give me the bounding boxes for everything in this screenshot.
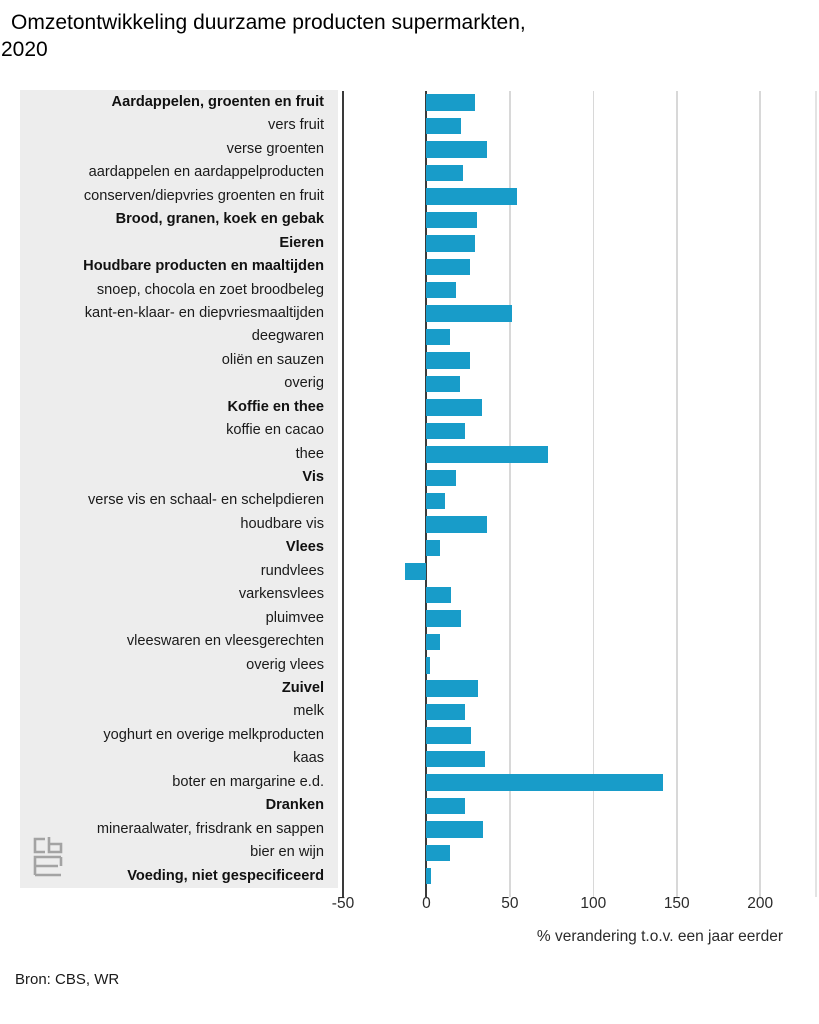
row-label: rundvlees <box>260 562 324 579</box>
row-label: vleeswaren en vleesgerechten <box>126 633 324 650</box>
x-tick-label: 150 <box>663 895 690 912</box>
bar <box>426 750 485 768</box>
row-label: Zuivel <box>281 680 324 696</box>
bar <box>426 586 452 604</box>
row-label: pluimvee <box>265 609 324 626</box>
row-label: yoghurt en overige melkproducten <box>103 726 324 743</box>
bar <box>426 469 457 486</box>
row-label: vers fruit <box>268 117 324 134</box>
row-label: melk <box>293 703 324 720</box>
bar <box>426 680 479 697</box>
x-axis-title: % verandering t.o.v. een jaar eerder <box>536 928 783 945</box>
row-label: houdbare vis <box>240 515 324 532</box>
row-label: aardappelen en aardappelproducten <box>88 164 324 181</box>
chart-title-line2: 2020 <box>1 38 48 61</box>
row-label: Aardappelen, groenten en fruit <box>111 94 324 110</box>
bar <box>426 164 464 182</box>
bar <box>426 422 465 440</box>
x-tick-label: 100 <box>580 895 607 912</box>
bar <box>426 797 465 815</box>
bar <box>426 328 450 346</box>
x-tick-label: -50 <box>331 895 355 912</box>
bar <box>426 516 487 533</box>
bar <box>426 258 470 276</box>
row-label: bier en wijn <box>250 844 324 861</box>
x-tick-label: 0 <box>422 895 431 912</box>
gridline <box>592 91 595 897</box>
row-label: Koffie en thee <box>227 398 325 415</box>
row-label: Houdbare producten en maaltijden <box>83 258 324 275</box>
x-tick-label: 50 <box>501 895 519 912</box>
row-label: mineraalwater, frisdrank en sappen <box>96 820 324 837</box>
row-label: overig <box>284 375 324 392</box>
bar <box>426 774 664 791</box>
row-label: boter en margarine e.d. <box>172 773 324 790</box>
bar <box>426 305 512 322</box>
bar <box>426 117 462 135</box>
row-label: Eieren <box>279 234 324 251</box>
bar <box>426 657 430 674</box>
chart-title: Omzetontwikkeling duurzame producten sup… <box>1 9 526 63</box>
bar <box>426 821 484 838</box>
row-label: Dranken <box>265 797 324 814</box>
gridline <box>759 91 761 897</box>
row-label: verse groenten <box>226 140 324 157</box>
row-label: conserven/diepvries groenten en fruit <box>83 187 324 204</box>
bar <box>426 399 482 416</box>
bar <box>426 727 472 744</box>
bar <box>426 352 470 369</box>
bar <box>426 235 475 252</box>
bar <box>426 375 460 393</box>
row-label: kant-en-klaar- en diepvriesmaaltijden <box>84 304 324 321</box>
bar <box>426 844 450 862</box>
gridline <box>676 91 678 897</box>
bar <box>426 539 440 557</box>
row-label: Voeding, niet gespecificeerd <box>127 867 324 884</box>
category-panel <box>20 90 338 888</box>
bar <box>426 633 440 651</box>
bar <box>426 610 462 627</box>
row-label: Vis <box>302 469 324 486</box>
axis-frame-line <box>342 91 344 897</box>
row-label: oliën en sauzen <box>221 351 324 368</box>
chart-title-line1: Omzetontwikkeling duurzame producten sup… <box>11 11 526 34</box>
bar <box>404 563 427 580</box>
plot-right-edge <box>815 91 817 897</box>
bar <box>426 867 432 885</box>
cbs-logo-icon <box>33 837 63 877</box>
row-label: verse vis en schaal- en schelpdieren <box>87 492 324 509</box>
source-note: Bron: CBS, WR <box>15 971 120 988</box>
row-label: deegwaren <box>251 328 324 345</box>
row-label: snoep, chocola en zoet broodbeleg <box>96 281 324 298</box>
row-label: kaas <box>293 750 324 767</box>
row-label: thee <box>295 445 324 462</box>
bar <box>426 492 445 510</box>
bar <box>426 446 549 463</box>
bar <box>426 211 477 229</box>
bar <box>426 141 487 158</box>
row-label: Brood, granen, koek en gebak <box>115 211 324 228</box>
row-label: Vlees <box>285 539 324 556</box>
bar <box>426 94 475 111</box>
bar <box>426 188 517 205</box>
row-label: overig vlees <box>246 656 324 673</box>
bar <box>426 703 465 721</box>
gridline <box>509 91 511 897</box>
x-tick-label: 200 <box>747 895 774 912</box>
row-label: varkensvlees <box>238 586 324 603</box>
bar <box>426 281 457 299</box>
row-label: koffie en cacao <box>226 422 324 439</box>
